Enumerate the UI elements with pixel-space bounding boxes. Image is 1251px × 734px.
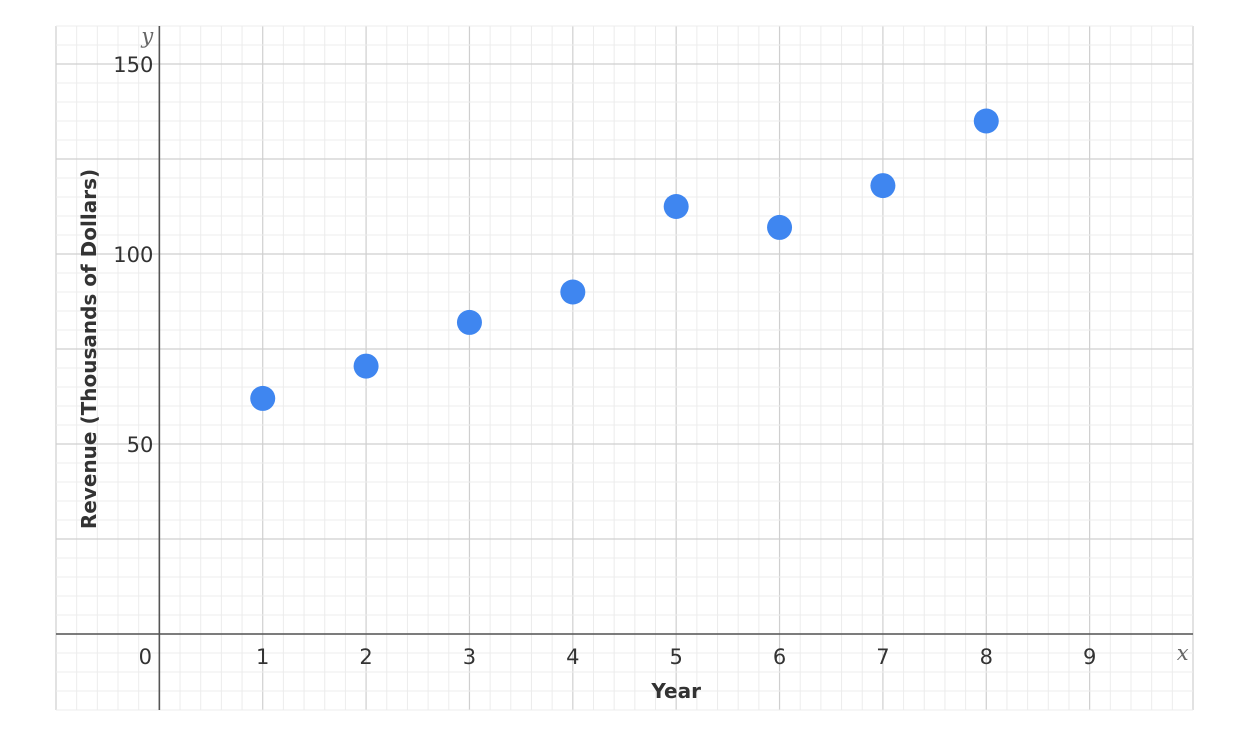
- y-axis-letter: y: [140, 24, 154, 48]
- x-tick-label: 5: [669, 645, 682, 669]
- y-tick-label: 50: [127, 433, 154, 457]
- data-point: [456, 309, 482, 335]
- x-tick-label: 7: [876, 645, 889, 669]
- x-tick-label: 6: [773, 645, 786, 669]
- y-tick-label: 100: [113, 243, 153, 267]
- data-point: [353, 353, 379, 379]
- data-point: [870, 173, 896, 199]
- data-point: [663, 194, 689, 219]
- data-point: [250, 385, 276, 411]
- x-axis-title: Year: [650, 679, 701, 703]
- data-points: [250, 108, 999, 411]
- y-axis-title: Revenue (Thousands of Dollars): [77, 169, 101, 529]
- y-tick-label: 150: [113, 53, 153, 77]
- grid: [55, 25, 1194, 711]
- x-tick-label: 8: [980, 645, 993, 669]
- data-point: [767, 214, 793, 240]
- axes: [56, 26, 1193, 710]
- x-tick-label: 3: [463, 645, 476, 669]
- x-tick-label: 4: [566, 645, 579, 669]
- x-tick-label: 2: [359, 645, 372, 669]
- data-point: [973, 108, 999, 134]
- data-point: [560, 279, 586, 305]
- x-axis-letter: x: [1177, 641, 1189, 665]
- x-tick-label: 0: [139, 645, 152, 669]
- x-tick-label: 1: [256, 645, 269, 669]
- x-tick-label: 9: [1083, 645, 1096, 669]
- tick-labels: 0 1 2 3 4 5 6 7 8 9 50 100 150: [113, 53, 1096, 669]
